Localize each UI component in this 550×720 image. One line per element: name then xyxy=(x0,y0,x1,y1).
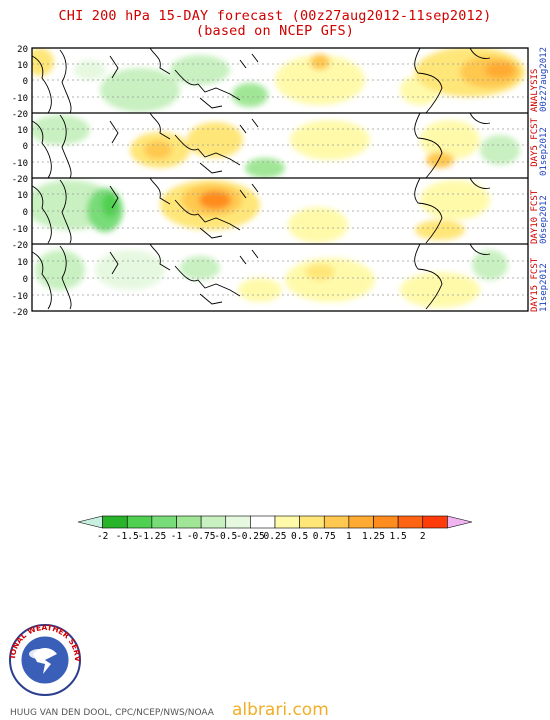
colorbar-swatch xyxy=(126,515,153,529)
colorbar-tick-label: -0.75 xyxy=(187,531,216,542)
y-tick: 20 xyxy=(17,45,28,55)
y-tick: 10 xyxy=(17,126,28,136)
y-tick: -20 xyxy=(12,175,28,185)
colorbar-swatch xyxy=(77,515,103,529)
y-tick: 0 xyxy=(23,142,28,152)
y-axis-labels: 20 10 0 -10 -20 10 0 -10 -20 10 0 -10 -2… xyxy=(12,45,28,318)
colorbar-swatch xyxy=(225,515,251,529)
colorbar-tick-label: -1.25 xyxy=(138,531,167,542)
y-tick: 0 xyxy=(23,77,28,87)
colorbar-swatch xyxy=(274,515,300,529)
colorbar-swatch xyxy=(447,515,473,529)
colorbar-swatch xyxy=(348,515,374,529)
panel-label-analysis: ANALYSIS xyxy=(530,69,540,112)
y-tick: 0 xyxy=(23,208,28,218)
panel-label-day15: DAY15 FCST xyxy=(530,257,540,312)
nws-logo: NATIONAL WEATHER SERVICE xyxy=(8,623,82,696)
colorbar-swatch xyxy=(373,515,399,529)
colorbar-swatch xyxy=(102,515,128,529)
colorbar-swatch xyxy=(422,515,448,529)
watermark: albrari.com xyxy=(232,700,329,720)
chart-subtitle: (based on NCEP GFS) xyxy=(195,23,355,39)
panel-date-day15: 11sep2012 xyxy=(539,263,549,312)
panel-label-day5: DAY5 FCST xyxy=(530,117,540,166)
colorbar-swatch xyxy=(397,515,424,529)
colorbar-tick-label: -0.25 xyxy=(236,531,265,542)
colorbar-tick-label: 1.5 xyxy=(390,531,407,542)
panel-date-day10: 06sep2012 xyxy=(539,195,549,244)
coastlines xyxy=(31,47,491,310)
colorbar-swatch xyxy=(323,515,350,529)
y-tick: 10 xyxy=(17,61,28,71)
credit-text: HUUG VAN DEN DOOL, CPC/NCEP/NWS/NOAA xyxy=(10,708,214,718)
panel-label-day10: DAY10 FCST xyxy=(530,189,540,244)
panel-date-analysis: 00z27aug2012 xyxy=(539,47,549,112)
panel-labels: ANALYSIS 00z27aug2012 DAY5 FCST 01sep201… xyxy=(530,47,549,312)
y-tick: -20 xyxy=(12,110,28,120)
y-tick: -10 xyxy=(12,225,28,235)
colorbar-swatch xyxy=(250,515,276,529)
colorbar-tick-label: 1.25 xyxy=(362,531,385,542)
chart-title: CHI 200 hPa 15-DAY forecast (00z27aug201… xyxy=(58,8,492,24)
panel-analysis xyxy=(32,48,528,113)
colorbar-tick-label: -0.5 xyxy=(214,531,237,542)
panel-frames xyxy=(31,47,529,312)
panel-date-day5: 01sep2012 xyxy=(539,127,549,176)
colorbar-tick-label: -1 xyxy=(171,531,183,542)
y-tick: -10 xyxy=(12,94,28,104)
colorbar-tick-label: 0.5 xyxy=(291,531,308,542)
y-tick: 10 xyxy=(17,191,28,201)
colorbar-swatch xyxy=(176,515,202,529)
colorbar-tick-label: -2 xyxy=(97,531,108,542)
y-tick: 0 xyxy=(23,275,28,285)
colorbar-tick-label: 0.25 xyxy=(264,531,287,542)
y-tick: -20 xyxy=(12,308,28,318)
colorbar-swatch xyxy=(200,515,227,529)
colorbar-tick-label: -1.5 xyxy=(116,531,139,542)
cloud-icon xyxy=(29,649,49,659)
colorbar-swatch xyxy=(299,515,325,529)
colorbar-tick-label: 0.75 xyxy=(313,531,336,542)
colorbar-tick-label: 1 xyxy=(346,531,352,542)
colorbar xyxy=(77,515,473,529)
y-tick: -10 xyxy=(12,159,28,169)
colorbar-labels: -2 -1.5-1.25 -1 -0.75-0.5-0.250.25 0.5 0.75 1 1… xyxy=(97,531,426,542)
panel-day15 xyxy=(32,244,528,311)
colorbar-swatch xyxy=(151,515,177,529)
y-tick: -20 xyxy=(12,241,28,251)
y-tick: 10 xyxy=(17,258,28,268)
y-tick: -10 xyxy=(12,292,28,302)
colorbar-tick-label: 2 xyxy=(420,531,426,542)
panel-day5 xyxy=(32,113,528,178)
